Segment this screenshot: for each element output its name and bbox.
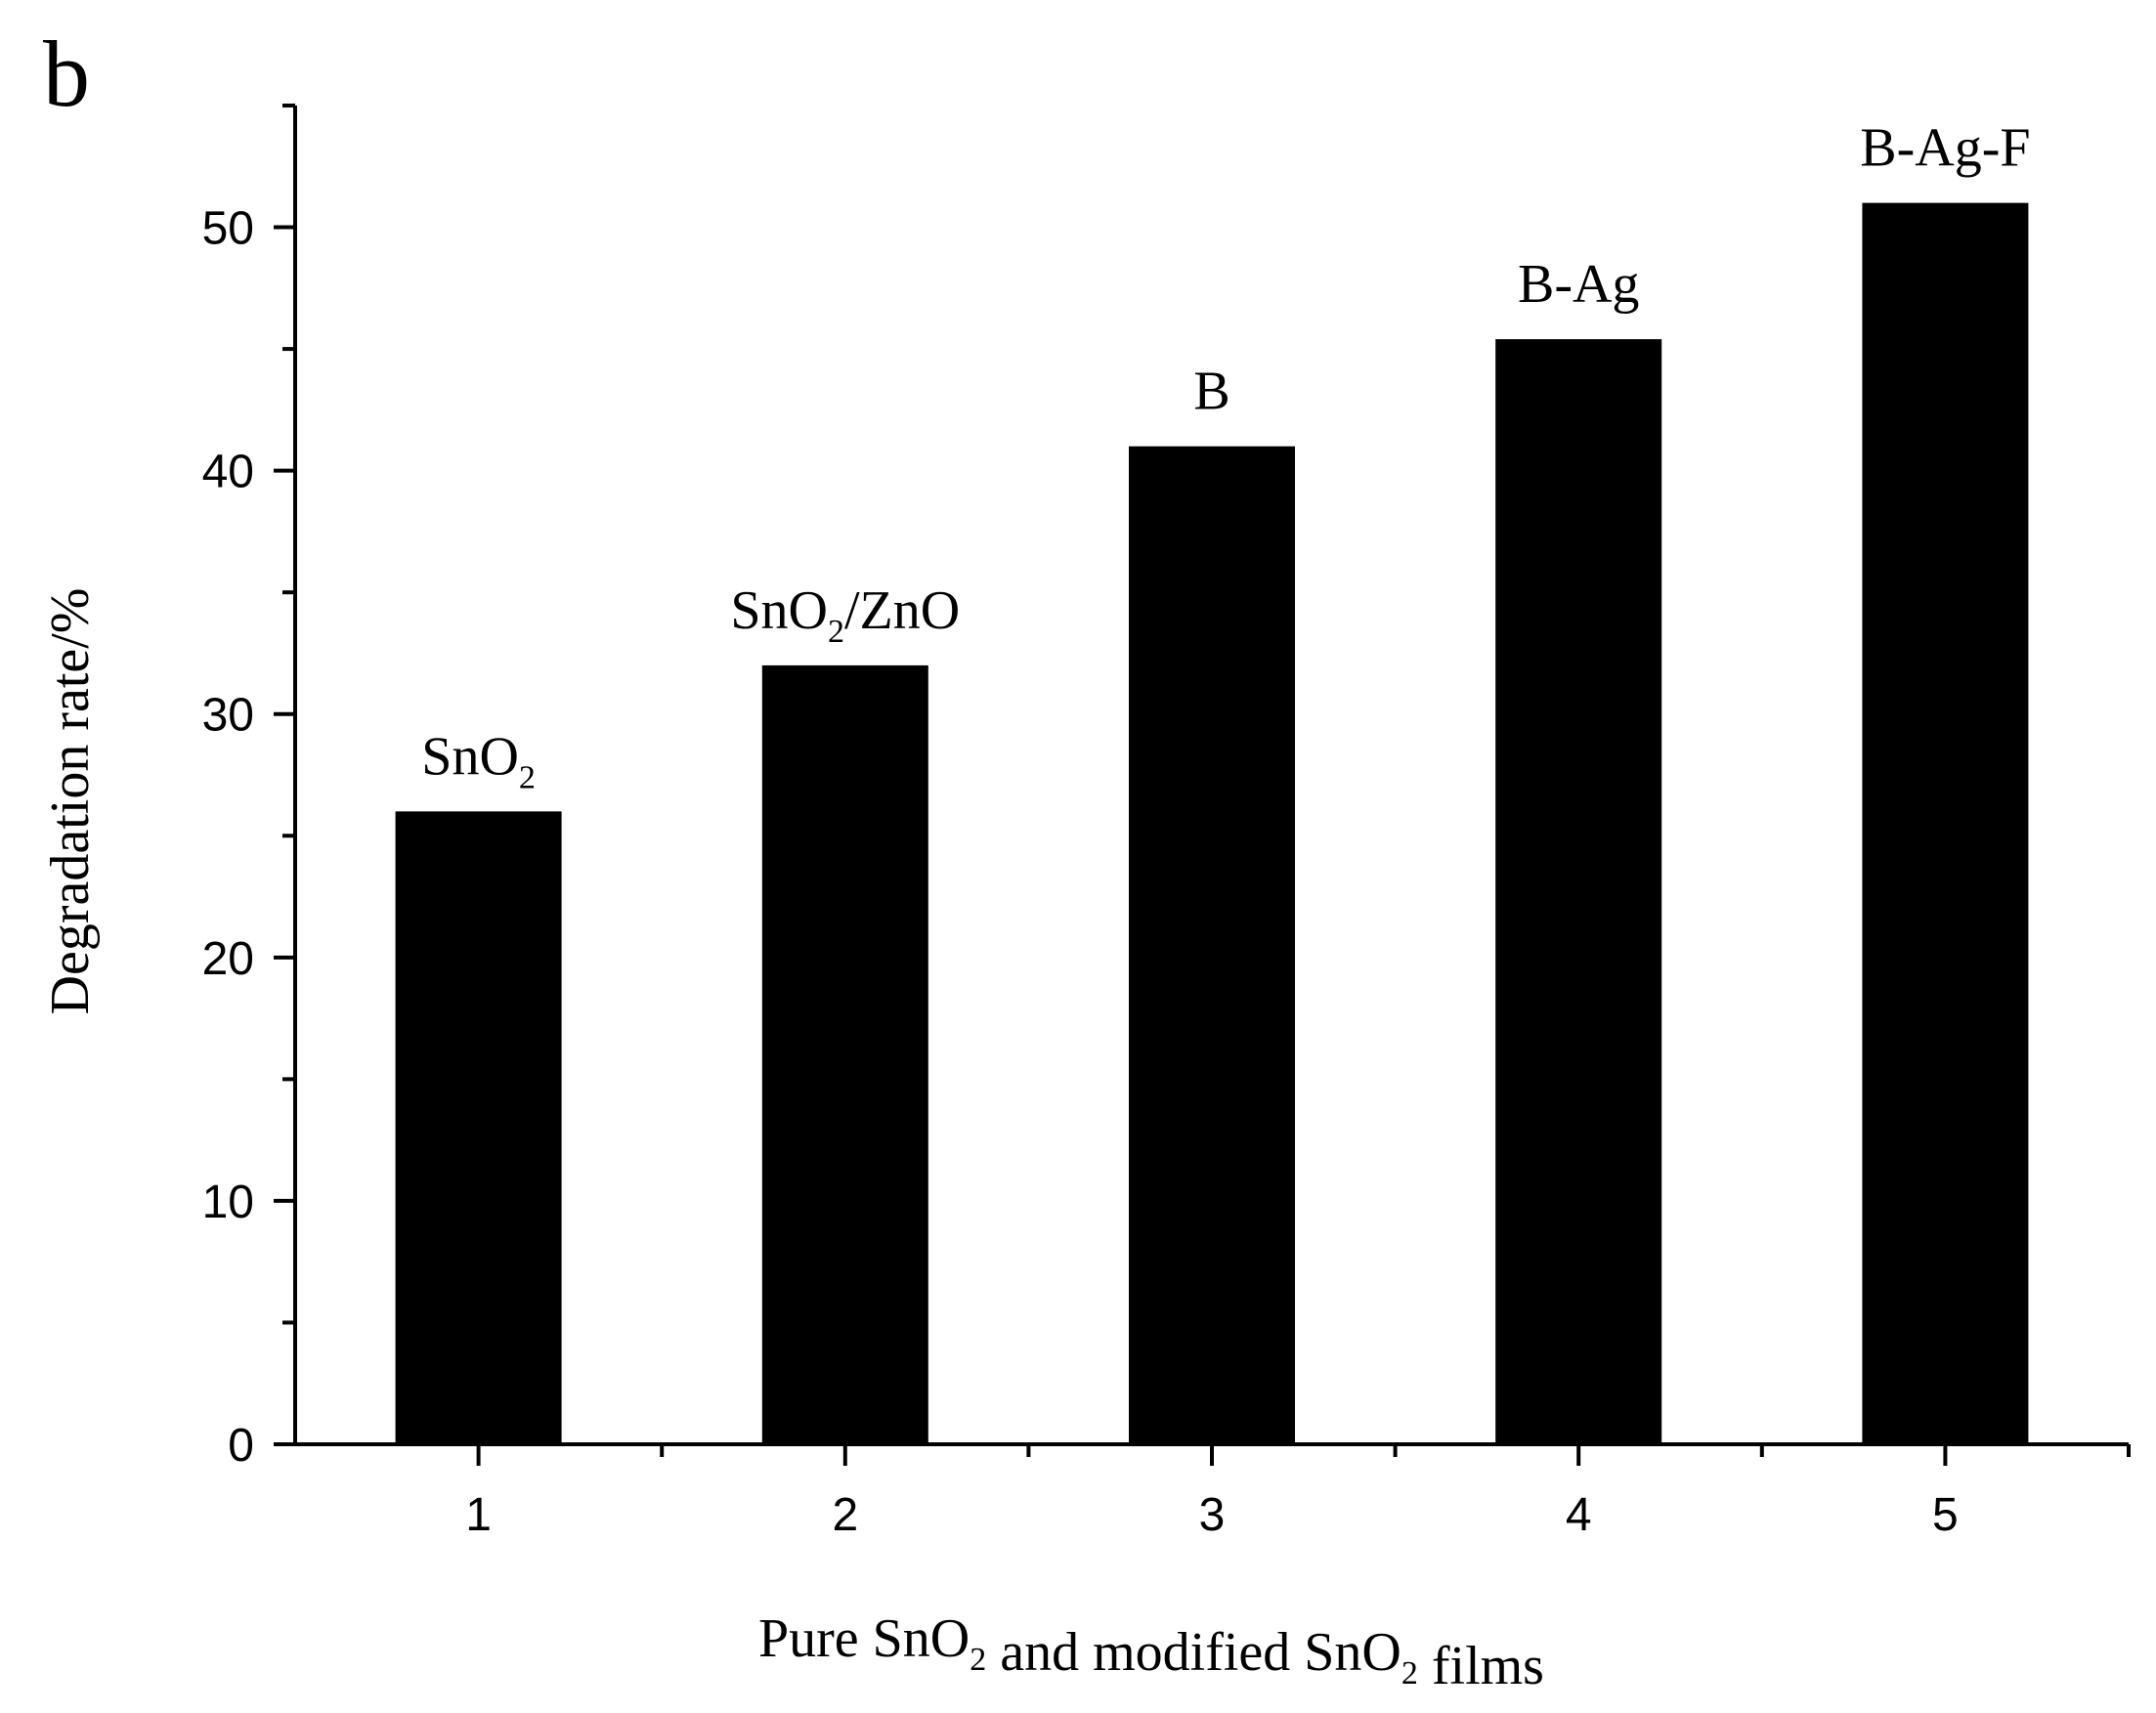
panel-label: b [43, 21, 90, 126]
y-axis-title: Degradation rate/% [40, 588, 101, 1015]
y-tick-label-10: 10 [202, 1177, 254, 1228]
plot-area: SnO2 SnO2/ZnO B B-Ag B-Ag-F [395, 118, 2031, 1445]
x-tick-label-3: 3 [1199, 1489, 1226, 1541]
bar-3 [1129, 446, 1295, 1444]
bar-label-3: B [1193, 362, 1229, 422]
x-axis-ticks: 1 2 3 4 5 [465, 1444, 2131, 1541]
y-tick-label-0: 0 [228, 1420, 254, 1472]
y-axis-ticks: 0 10 20 30 40 50 [202, 104, 295, 1472]
x-tick-label-5: 5 [1932, 1489, 1959, 1541]
y-tick-label-30: 30 [202, 690, 254, 742]
bar-4 [1495, 339, 1662, 1445]
bar-label-1: SnO2 [421, 726, 536, 795]
bar-1 [395, 811, 562, 1444]
x-axis-title: Pure SnO2 and modified SnO2 films [758, 1608, 1544, 1696]
bar-label-5: B-Ag-F [1860, 118, 2030, 179]
x-tick-label-1: 1 [465, 1489, 492, 1541]
x-tick-label-2: 2 [832, 1489, 858, 1541]
bar-label-2: SnO2/ZnO [730, 580, 960, 650]
bar-5 [1862, 202, 2029, 1445]
x-tick-label-4: 4 [1566, 1489, 1592, 1541]
bar-2 [761, 664, 928, 1444]
y-tick-label-20: 20 [202, 933, 254, 985]
y-tick-label-50: 50 [202, 203, 254, 255]
y-tick-label-40: 40 [202, 447, 254, 498]
bar-label-4: B-Ag [1518, 254, 1639, 315]
